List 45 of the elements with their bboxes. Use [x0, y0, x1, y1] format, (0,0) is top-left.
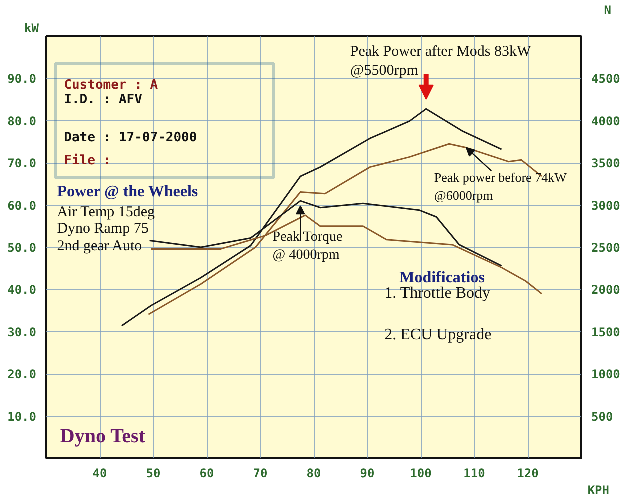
y2-tick-label: 2000: [592, 283, 620, 298]
x-tick-label: 70: [253, 466, 268, 480]
annotation: 2. ECU Upgrade: [384, 326, 492, 344]
annotation: Peak power before 74kW @6000rpm: [434, 170, 568, 203]
x-tick-label: 50: [146, 466, 161, 480]
annotation: I.D. : AFV: [64, 92, 143, 108]
y-tick-label: 90.0: [8, 72, 37, 86]
y-axis-title: kW: [24, 22, 40, 36]
annotation: 2nd gear Auto: [57, 238, 142, 255]
annotation: Dyno Test: [60, 426, 146, 448]
x-axis-title: KPH: [588, 484, 610, 498]
x-tick-label: 90: [360, 466, 375, 480]
y2-tick-label: 1500: [592, 325, 620, 340]
x-tick-label: 60: [200, 466, 214, 480]
y-tick-label: 70.0: [8, 156, 37, 171]
y-tick-label: 80.0: [8, 114, 37, 128]
x-tick-label: 120: [517, 466, 539, 480]
x-tick-label: 40: [92, 466, 108, 480]
y-tick-label: 10.0: [8, 410, 37, 424]
y-tick-label: 30.0: [8, 325, 37, 340]
annotation: Peak Power after Mods 83kW @5500rpm: [350, 44, 532, 79]
annotation: Power @ the Wheels: [57, 184, 198, 201]
y-tick-label: 40.0: [8, 283, 37, 298]
y2-tick-label: 3500: [592, 156, 620, 171]
y2-tick-label: 1000: [592, 368, 620, 382]
annotation: Peak Torque @ 4000rpm: [272, 230, 343, 264]
y2-tick-label: 4500: [592, 72, 620, 86]
x-tick-label: 100: [410, 466, 432, 480]
y-tick-label: 50.0: [8, 241, 37, 255]
annotation: Date : 17-07-2000: [64, 130, 198, 146]
y2-tick-label: 500: [592, 410, 614, 424]
y2-tick-label: 2500: [592, 241, 620, 255]
annotation: Modificatios: [400, 269, 485, 286]
x-tick-label: 80: [306, 466, 322, 480]
y2-tick-label: 3000: [592, 198, 620, 213]
y2-axis-title: N: [604, 4, 612, 18]
y2-tick-label: 4000: [592, 114, 620, 128]
y-tick-label: 60.0: [8, 198, 37, 213]
annotation: Customer : A: [64, 78, 158, 93]
annotation: 1. Throttle Body: [384, 285, 491, 302]
annotation: Dyno Ramp 75: [57, 220, 149, 237]
y-tick-label: 20.0: [8, 368, 37, 382]
annotation: Air Temp 15deg: [57, 204, 156, 220]
annotation: File :: [64, 153, 112, 168]
x-tick-label: 110: [464, 466, 486, 480]
